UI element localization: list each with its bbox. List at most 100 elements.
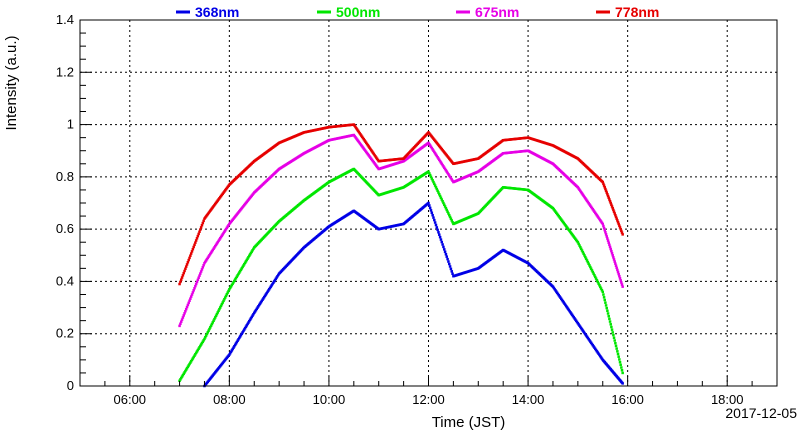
data-point — [272, 281, 275, 284]
axes: 06:00 08:00 10:00 12:00 14:00 16:00 18:00 0 0.2 0… — [56, 12, 778, 407]
data-point — [428, 142, 431, 146]
data-point — [232, 346, 235, 349]
data-point — [586, 260, 590, 264]
data-point — [433, 152, 437, 155]
data-point — [240, 267, 244, 270]
data-point — [447, 172, 450, 176]
data-point — [604, 231, 607, 234]
data-point — [428, 144, 432, 147]
data-point — [179, 280, 182, 284]
data-point — [183, 371, 186, 374]
data-point — [275, 276, 278, 279]
data-point — [183, 269, 186, 273]
data-point — [621, 285, 624, 288]
data-point — [179, 320, 183, 323]
data-point — [595, 279, 599, 282]
data-point — [606, 237, 609, 240]
data-point — [274, 277, 278, 281]
y-tick-label: 1 — [67, 117, 74, 132]
data-point — [248, 254, 251, 258]
x-tick-label: 14:00 — [512, 392, 545, 407]
data-point — [187, 258, 190, 262]
data-point — [178, 379, 181, 383]
data-point — [243, 328, 246, 331]
data-point — [613, 260, 616, 263]
x-tick-label: 08:00 — [213, 392, 246, 407]
data-point — [226, 225, 229, 228]
data-point — [610, 203, 613, 206]
data-point — [231, 282, 234, 285]
data-point — [193, 243, 196, 247]
data-point — [195, 280, 199, 284]
data-point — [447, 260, 450, 263]
data-point — [440, 198, 444, 201]
data-point — [439, 238, 443, 241]
data-point — [251, 314, 254, 317]
data-point — [218, 237, 222, 240]
data-point — [189, 297, 192, 300]
data-point — [620, 366, 623, 369]
data-point — [614, 341, 617, 345]
data-point — [599, 287, 603, 290]
data-point — [256, 306, 259, 309]
data-point — [224, 294, 228, 298]
data-point — [210, 250, 214, 253]
data-point — [238, 336, 241, 340]
data-point — [204, 336, 207, 339]
data-point — [181, 316, 185, 319]
data-point — [215, 242, 219, 245]
data-point — [446, 210, 449, 213]
data-point — [619, 279, 622, 282]
data-point — [438, 159, 442, 163]
data-point — [214, 316, 217, 319]
data-point — [181, 274, 185, 277]
data-point — [428, 172, 431, 175]
y-axis-title: Intensity (a.u.) — [3, 35, 20, 130]
data-point — [442, 165, 445, 168]
data-point — [443, 250, 447, 254]
data-point — [436, 156, 439, 159]
data-point — [224, 227, 228, 231]
data-point — [257, 305, 260, 308]
legend: 368nm 500nm 675nm 778nm — [176, 4, 659, 20]
data-point — [592, 272, 595, 275]
x-axis-title: Time (JST) — [432, 414, 506, 431]
data-point — [234, 342, 238, 345]
data-point — [238, 335, 242, 338]
data-point — [221, 233, 224, 236]
data-point — [613, 212, 616, 215]
data-point — [217, 309, 220, 313]
data-point — [254, 308, 258, 312]
data-point — [248, 318, 252, 322]
data-point — [610, 249, 613, 253]
data-point — [445, 255, 449, 258]
data-point — [602, 296, 606, 299]
data-point — [201, 266, 205, 269]
data-point — [433, 221, 437, 224]
data-point — [193, 286, 196, 290]
data-point — [615, 266, 618, 270]
y-tick-label: 1.4 — [56, 12, 74, 27]
data-point — [243, 262, 246, 266]
data-point — [608, 320, 612, 323]
data-point — [179, 322, 182, 326]
y-tick-label: 0.8 — [56, 169, 74, 184]
data-point — [190, 293, 194, 296]
data-point — [195, 237, 199, 240]
data-point — [614, 262, 617, 265]
data-point — [241, 265, 244, 269]
data-point — [612, 258, 616, 261]
data-point — [269, 285, 273, 288]
data-point — [243, 261, 247, 265]
data-point — [183, 312, 186, 315]
data-point — [438, 158, 441, 162]
data-point — [427, 141, 430, 145]
data-point — [446, 257, 449, 261]
data-point — [199, 344, 202, 348]
data-point — [588, 264, 591, 267]
data-point — [597, 282, 600, 285]
data-point — [252, 312, 255, 316]
data-point — [437, 157, 440, 160]
data-point — [248, 253, 252, 256]
data-point — [589, 267, 593, 270]
